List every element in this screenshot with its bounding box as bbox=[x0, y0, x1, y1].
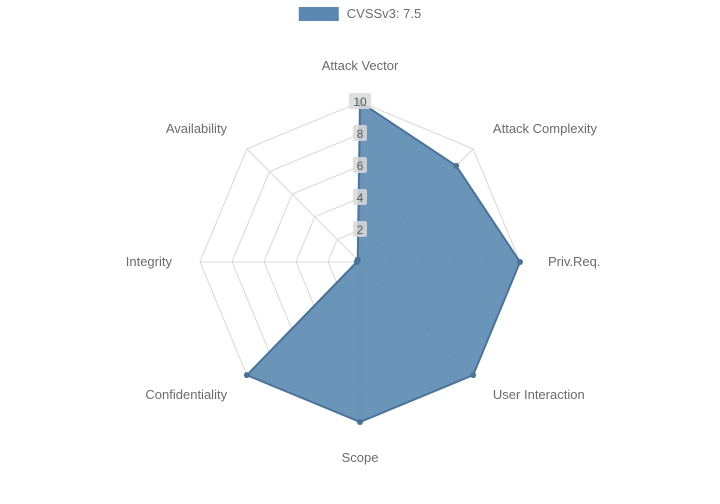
axis-label: User Interaction bbox=[493, 387, 585, 402]
axis-label: Priv.Req. bbox=[548, 254, 601, 269]
axis-label: Integrity bbox=[126, 254, 173, 269]
axis-label: Attack Complexity bbox=[493, 121, 598, 136]
axis-label: Scope bbox=[342, 450, 379, 465]
axis-label: Confidentiality bbox=[145, 387, 227, 402]
axis-label: Attack Vector bbox=[322, 58, 399, 73]
tick-label: 2 bbox=[357, 223, 364, 237]
tick-label: 8 bbox=[357, 127, 364, 141]
legend-swatch bbox=[299, 7, 339, 21]
tick-label: 4 bbox=[357, 191, 364, 205]
axis-label: Availability bbox=[166, 121, 228, 136]
tick-label: 10 bbox=[353, 95, 367, 109]
radar-chart-container: CVSSv3: 7.5 Attack Vector Attack Complexi… bbox=[0, 0, 720, 504]
radar-svg: Attack Vector Attack Complexity Priv.Req. U… bbox=[0, 0, 720, 504]
legend: CVSSv3: 7.5 bbox=[299, 6, 421, 21]
legend-label: CVSSv3: 7.5 bbox=[347, 6, 421, 21]
tick-label: 6 bbox=[357, 159, 364, 173]
